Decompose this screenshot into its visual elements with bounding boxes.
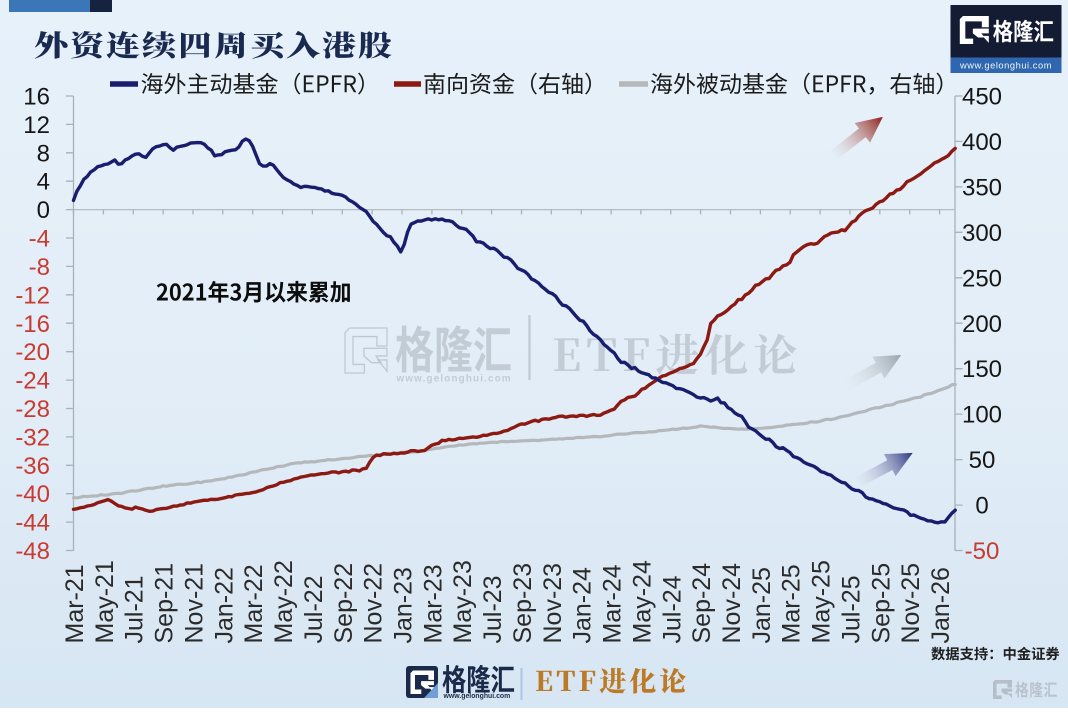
svg-text:4: 4 — [37, 169, 50, 196]
svg-text:Nov-22: Nov-22 — [360, 563, 388, 644]
svg-text:400: 400 — [962, 129, 1002, 156]
svg-text:200: 200 — [962, 311, 1002, 338]
svg-text:May-21: May-21 — [91, 560, 119, 643]
svg-text:Nov-21: Nov-21 — [181, 563, 209, 644]
svg-text:-28: -28 — [15, 396, 50, 423]
svg-text:Jul-23: Jul-23 — [479, 575, 507, 643]
svg-text:-12: -12 — [15, 282, 50, 309]
svg-text:Sep-21: Sep-21 — [151, 563, 179, 644]
svg-text:450: 450 — [962, 84, 1002, 111]
svg-text:-40: -40 — [15, 481, 50, 508]
svg-text:-8: -8 — [29, 254, 50, 281]
svg-text:May-24: May-24 — [628, 560, 656, 643]
svg-text:-24: -24 — [15, 368, 50, 395]
svg-text:-32: -32 — [15, 424, 50, 451]
svg-text:-44: -44 — [15, 510, 50, 537]
svg-text:www.gelonghui.com: www.gelonghui.com — [959, 61, 1052, 71]
svg-text:250: 250 — [962, 265, 1002, 292]
svg-text:Sep-22: Sep-22 — [330, 563, 358, 644]
svg-text:50: 50 — [969, 447, 996, 474]
svg-text:Sep-25: Sep-25 — [867, 563, 895, 644]
svg-text:Jan-23: Jan-23 — [390, 567, 418, 643]
svg-text:Jul-21: Jul-21 — [121, 575, 149, 643]
svg-text:Jan-26: Jan-26 — [927, 567, 955, 643]
svg-text:Mar-25: Mar-25 — [778, 564, 806, 643]
svg-text:Sep-24: Sep-24 — [688, 563, 716, 644]
svg-text:-36: -36 — [15, 453, 50, 480]
svg-text:Jul-25: Jul-25 — [838, 575, 866, 643]
svg-text:300: 300 — [962, 220, 1002, 247]
svg-text:150: 150 — [962, 356, 1002, 383]
svg-text:-16: -16 — [15, 311, 50, 338]
svg-text:8: 8 — [37, 140, 50, 167]
svg-text:0: 0 — [37, 197, 50, 224]
svg-text:Mar-22: Mar-22 — [240, 564, 268, 643]
svg-text:Jul-22: Jul-22 — [300, 575, 328, 643]
svg-text:-4: -4 — [29, 226, 50, 253]
svg-text:12: 12 — [23, 112, 50, 139]
svg-text:350: 350 — [962, 174, 1002, 201]
svg-text:www.gelonghui.com: www.gelonghui.com — [443, 693, 511, 700]
svg-text:Jul-24: Jul-24 — [658, 575, 686, 643]
svg-text:Nov-23: Nov-23 — [539, 563, 567, 644]
svg-text:-50: -50 — [965, 538, 1000, 565]
svg-text:Mar-21: Mar-21 — [61, 564, 89, 643]
svg-text:Jan-25: Jan-25 — [748, 567, 776, 643]
svg-text:100: 100 — [962, 402, 1002, 429]
svg-text:May-25: May-25 — [808, 560, 836, 643]
svg-text:Nov-24: Nov-24 — [718, 563, 746, 644]
svg-text:Jan-24: Jan-24 — [569, 567, 597, 644]
svg-text:May-22: May-22 — [270, 560, 298, 643]
svg-text:-20: -20 — [15, 339, 50, 366]
svg-text:Mar-24: Mar-24 — [599, 564, 627, 643]
svg-text:Jan-22: Jan-22 — [210, 567, 238, 643]
svg-text:Nov-25: Nov-25 — [897, 563, 925, 644]
svg-text:www.gelonghui.com: www.gelonghui.com — [396, 374, 512, 385]
svg-text:0: 0 — [975, 493, 988, 520]
svg-text:Mar-23: Mar-23 — [419, 564, 447, 643]
svg-text:-48: -48 — [15, 538, 50, 565]
svg-text:16: 16 — [23, 84, 50, 111]
svg-text:May-23: May-23 — [449, 560, 477, 643]
svg-text:Sep-23: Sep-23 — [509, 563, 537, 644]
